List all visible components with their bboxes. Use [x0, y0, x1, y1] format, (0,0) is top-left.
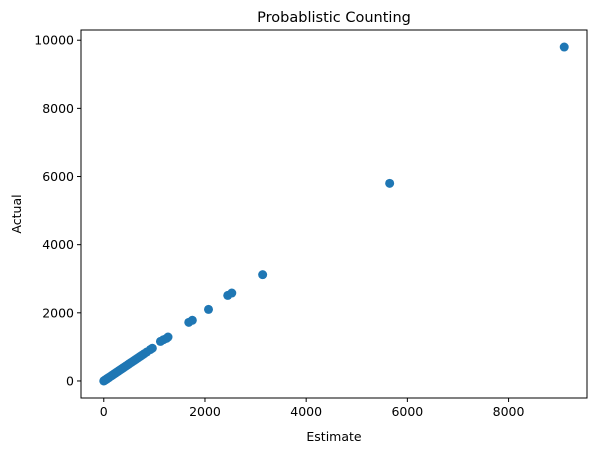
- y-axis-ticks: 0 2000 4000 6000 8000 10000: [34, 33, 81, 388]
- x-tick-label: 6000: [391, 404, 423, 419]
- x-axis-ticks: 0 2000 4000 6000 8000: [100, 398, 525, 419]
- data-point: [204, 304, 214, 314]
- y-tick-label: 0: [66, 373, 74, 388]
- y-axis-label: Actual: [9, 194, 24, 233]
- data-point: [258, 270, 268, 280]
- x-tick-label: 2000: [189, 404, 221, 419]
- y-tick-label: 4000: [42, 237, 74, 252]
- y-tick-label: 10000: [34, 33, 74, 48]
- data-point: [147, 343, 157, 353]
- data-point: [559, 42, 569, 52]
- y-tick-label: 6000: [42, 169, 74, 184]
- data-point: [187, 315, 197, 325]
- data-point: [385, 178, 395, 188]
- x-tick-label: 4000: [290, 404, 322, 419]
- plot-frame: [80, 29, 588, 399]
- x-tick-label: 8000: [493, 404, 525, 419]
- y-tick-label: 8000: [42, 101, 74, 116]
- data-points: [99, 42, 569, 386]
- y-tick-label: 2000: [42, 305, 74, 320]
- data-point: [227, 288, 237, 298]
- chart-title: Probablistic Counting: [257, 10, 411, 26]
- x-axis-label: Estimate: [306, 429, 362, 444]
- data-point: [163, 332, 173, 342]
- x-tick-label: 0: [100, 404, 108, 419]
